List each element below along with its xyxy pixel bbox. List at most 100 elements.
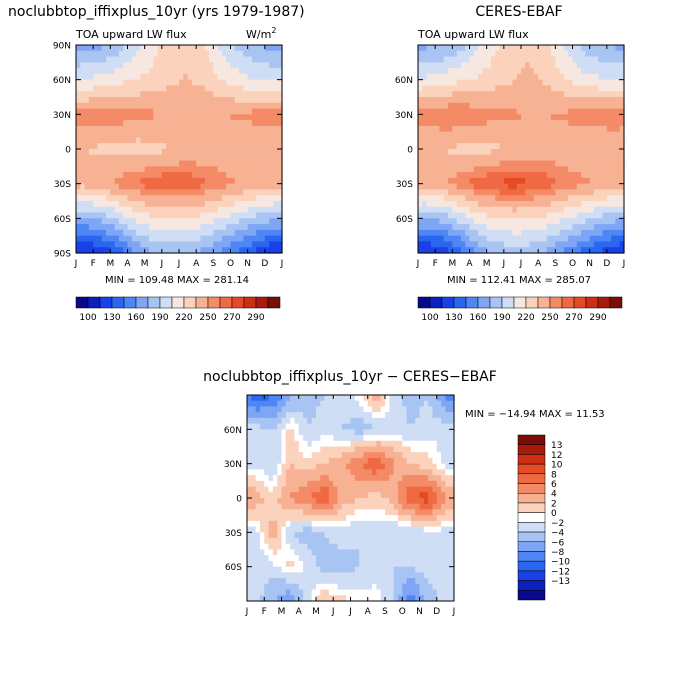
map-cell — [273, 108, 279, 115]
map-cell — [311, 469, 317, 476]
map-cell — [337, 486, 343, 493]
map-cell — [423, 515, 429, 522]
map-cell — [281, 475, 287, 482]
map-cell — [200, 85, 206, 92]
map-cell — [533, 218, 539, 225]
map-cell — [204, 166, 210, 173]
map-cell — [546, 114, 552, 121]
map-cell — [359, 526, 365, 533]
map-cell — [589, 206, 595, 214]
y-tick-label: 0 — [65, 146, 71, 156]
map-cell — [452, 206, 458, 214]
map-cell — [170, 235, 176, 243]
map-cell — [367, 452, 373, 459]
map-cell — [508, 201, 514, 208]
map-cell — [563, 62, 569, 69]
map-cell — [589, 68, 595, 75]
map-cell — [533, 149, 539, 156]
map-cell — [432, 549, 438, 556]
map-cell — [495, 224, 501, 231]
map-cell — [589, 102, 595, 110]
map-cell — [230, 45, 236, 52]
map-cell — [615, 224, 621, 231]
map-cell — [525, 114, 531, 121]
map-cell — [602, 149, 608, 156]
map-cell — [93, 45, 99, 52]
map-cell — [230, 102, 236, 110]
map-cell — [272, 549, 278, 556]
colorbar-label: 250 — [199, 313, 216, 323]
map-cell — [148, 218, 154, 225]
map-cell — [311, 509, 317, 516]
map-cell — [546, 120, 552, 127]
map-cell — [426, 102, 432, 110]
map-cell — [264, 532, 270, 539]
map-cell — [359, 532, 365, 539]
map-cell — [593, 212, 599, 219]
map-cell — [88, 183, 94, 191]
map-cell — [482, 212, 488, 219]
map-cell — [213, 241, 219, 248]
map-cell — [503, 45, 509, 52]
map-cell — [140, 97, 146, 104]
map-cell — [101, 45, 107, 52]
map-cell — [495, 62, 501, 69]
map-cell — [542, 241, 548, 248]
map-cell — [157, 241, 163, 248]
map-cell — [415, 475, 421, 482]
map-cell — [585, 224, 591, 231]
map-cell — [490, 201, 496, 208]
map-cell — [432, 503, 438, 511]
map-cell — [410, 532, 416, 539]
map-cell — [272, 520, 278, 528]
map-cell — [268, 440, 274, 448]
map-cell — [127, 166, 133, 173]
colorbar-label: 220 — [517, 313, 534, 323]
map-cell — [363, 406, 369, 413]
map-cell — [221, 229, 227, 237]
map-cell — [473, 177, 479, 185]
map-cell — [512, 50, 518, 58]
map-cell — [316, 526, 321, 533]
map-cell — [397, 475, 403, 482]
map-cell — [131, 206, 137, 214]
map-cell — [555, 201, 561, 208]
map-cell — [443, 160, 449, 167]
map-cell — [572, 177, 578, 185]
map-cell — [435, 45, 441, 52]
map-cell — [136, 166, 141, 173]
map-cell — [170, 137, 176, 144]
map-cell — [432, 423, 438, 430]
map-cell — [448, 229, 453, 237]
map-cell — [615, 120, 621, 127]
map-cell — [490, 79, 496, 87]
map-cell — [406, 395, 412, 402]
map-cell — [559, 166, 565, 173]
map-cell — [123, 241, 129, 248]
map-cell — [529, 206, 535, 214]
map-cell — [272, 463, 278, 470]
map-cell — [328, 440, 334, 448]
map-cell — [277, 102, 283, 110]
map-cell — [439, 73, 445, 81]
map-cell — [88, 235, 94, 243]
map-cell — [140, 120, 146, 127]
map-cell — [525, 224, 531, 231]
map-cell — [581, 91, 586, 98]
map-cell — [324, 417, 330, 425]
map-cell — [269, 45, 275, 52]
map-cell — [179, 241, 184, 248]
map-cell — [213, 131, 219, 139]
map-cell — [256, 229, 262, 237]
map-cell — [123, 125, 129, 133]
map-cell — [298, 532, 304, 539]
map-cell — [247, 503, 252, 511]
map-cell — [123, 154, 129, 162]
map-cell — [93, 97, 99, 104]
map-cell — [114, 102, 120, 110]
map-cell — [581, 229, 586, 237]
map-cell — [559, 97, 565, 104]
map-cell — [118, 45, 124, 52]
map-cell — [619, 108, 625, 115]
map-cell — [277, 475, 283, 482]
